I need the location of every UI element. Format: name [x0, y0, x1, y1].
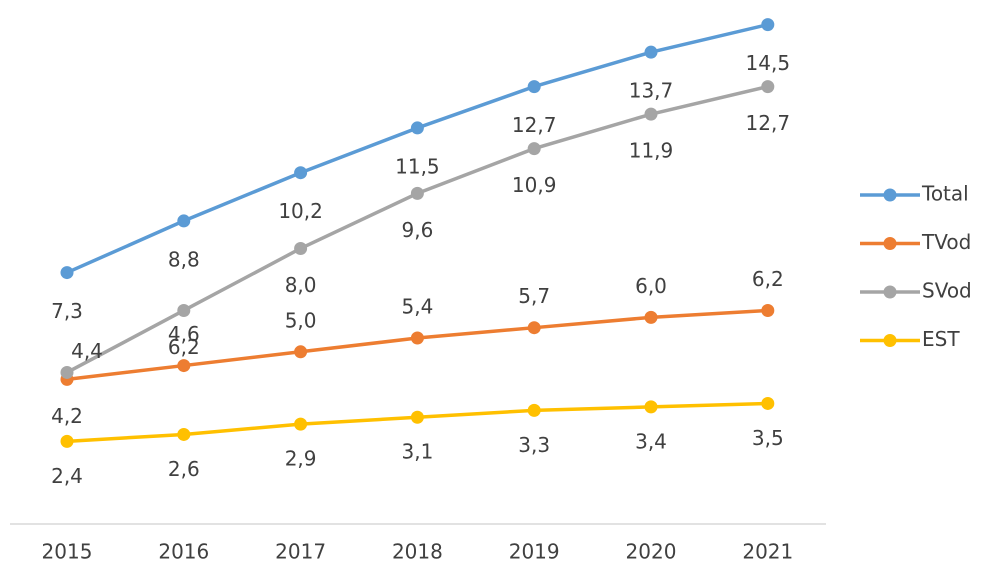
- point: [294, 417, 308, 431]
- data-label: 5,7: [518, 284, 550, 308]
- point: [177, 427, 191, 441]
- data-label: 11,9: [629, 139, 674, 163]
- data-label: 11,5: [395, 154, 440, 178]
- point: [294, 241, 308, 255]
- point: [410, 186, 424, 200]
- point: [60, 365, 74, 379]
- point: [761, 303, 775, 317]
- data-label: 4,4: [71, 339, 103, 363]
- data-label: 13,7: [629, 79, 674, 103]
- data-label: 6,2: [168, 335, 200, 359]
- data-label: 10,2: [278, 199, 323, 223]
- point: [527, 80, 541, 94]
- data-label: 3,5: [752, 426, 784, 450]
- x-tick-label: 2021: [742, 540, 793, 564]
- data-label: 4,6: [168, 322, 200, 346]
- point: [60, 434, 74, 448]
- data-label: 8,0: [285, 273, 317, 297]
- data-label: 8,8: [168, 247, 200, 271]
- point: [177, 359, 191, 373]
- legend-label: Total: [921, 182, 969, 206]
- data-label: 5,4: [401, 295, 433, 319]
- point: [60, 266, 74, 280]
- point: [294, 166, 308, 180]
- point: [644, 400, 658, 414]
- point: [527, 321, 541, 335]
- data-label: 5,0: [285, 308, 317, 332]
- point: [761, 80, 775, 94]
- data-label: 2,4: [51, 464, 83, 488]
- data-label: 7,3: [51, 299, 83, 323]
- point: [410, 331, 424, 345]
- point: [644, 107, 658, 121]
- data-label: 12,7: [512, 113, 557, 137]
- point: [527, 403, 541, 417]
- data-label: 6,2: [752, 267, 784, 291]
- data-label: 12,7: [746, 111, 791, 135]
- x-tick-label: 2017: [275, 540, 326, 564]
- data-label: 3,4: [635, 429, 667, 453]
- data-label: 2,9: [285, 447, 317, 471]
- point: [644, 310, 658, 324]
- legend-label: TVod: [921, 230, 971, 254]
- data-label: 6,0: [635, 274, 667, 298]
- data-label: 4,2: [51, 404, 83, 428]
- legend-marker: [883, 285, 897, 299]
- data-label: 14,5: [746, 51, 791, 75]
- legend-label: SVod: [922, 279, 972, 303]
- x-tick-label: 2020: [626, 540, 677, 564]
- point: [294, 345, 308, 359]
- legend-label: EST: [922, 327, 960, 351]
- point: [410, 410, 424, 424]
- data-label: 3,1: [401, 440, 433, 464]
- point: [761, 396, 775, 410]
- point: [644, 45, 658, 59]
- point: [527, 142, 541, 156]
- x-tick-label: 2016: [158, 540, 209, 564]
- x-tick-label: 2019: [509, 540, 560, 564]
- data-label: 3,3: [518, 433, 550, 457]
- point: [410, 121, 424, 135]
- legend-marker: [883, 334, 897, 347]
- point: [177, 303, 191, 317]
- point: [761, 18, 775, 32]
- x-tick-label: 2018: [392, 540, 443, 564]
- legend-marker: [883, 237, 897, 250]
- legend-marker: [883, 188, 897, 202]
- data-label: 9,6: [401, 218, 433, 242]
- point: [177, 214, 191, 228]
- x-tick-label: 2015: [42, 540, 93, 564]
- data-label: 10,9: [512, 173, 557, 197]
- data-label: 2,6: [168, 457, 200, 481]
